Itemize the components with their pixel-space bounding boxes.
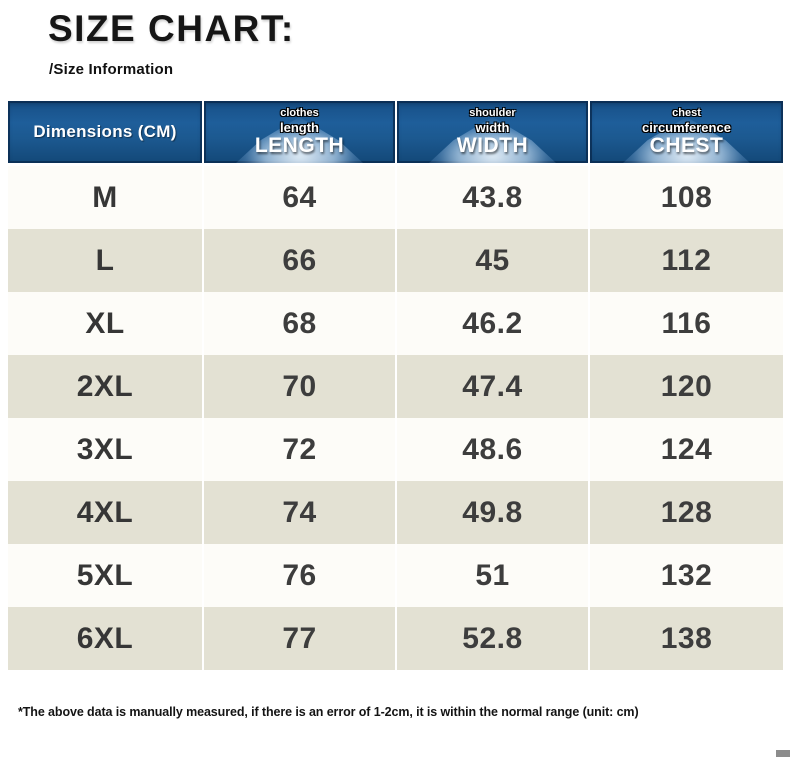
header-cell-dimensions: Dimensions (CM) xyxy=(8,101,202,163)
header-chest-main: CHEST xyxy=(649,134,724,157)
width-value: 51 xyxy=(475,558,510,592)
table-row: 2XL 70 47.4 120 xyxy=(8,355,783,418)
table-cell-width: 45 xyxy=(397,229,588,292)
table-cell-length: 77 xyxy=(204,607,395,670)
chest-value: 112 xyxy=(661,243,712,277)
table-cell-width: 51 xyxy=(397,544,588,607)
chest-value: 128 xyxy=(660,495,713,529)
table-cell-length: 70 xyxy=(204,355,395,418)
width-value: 43.8 xyxy=(462,180,523,214)
table-header-row: Dimensions (CM) clothes length LENGTH sh… xyxy=(8,101,783,163)
header-cell-length: clothes length LENGTH xyxy=(204,101,395,163)
size-label: 4XL xyxy=(76,495,134,529)
scrollbar-fragment xyxy=(776,750,790,757)
table-cell-length: 74 xyxy=(204,481,395,544)
size-label: 3XL xyxy=(76,432,134,466)
table-cell-size: L xyxy=(8,229,202,292)
length-value: 74 xyxy=(282,495,317,529)
chest-value: 108 xyxy=(660,180,713,214)
table-cell-width: 43.8 xyxy=(397,166,588,229)
table-row: L 66 45 112 xyxy=(8,229,783,292)
table-cell-length: 76 xyxy=(204,544,395,607)
size-label: 5XL xyxy=(76,558,134,592)
header-width-main: WIDTH xyxy=(456,134,529,157)
table-cell-chest: 120 xyxy=(590,355,783,418)
table-body: M 64 43.8 108 L 66 45 112 XL 68 46.2 116 2XL 70 47.4 12… xyxy=(8,166,783,670)
chest-value: 120 xyxy=(660,369,713,403)
length-value: 72 xyxy=(282,432,317,466)
table-cell-size: 6XL xyxy=(8,607,202,670)
table-cell-length: 64 xyxy=(204,166,395,229)
table-cell-size: XL xyxy=(8,292,202,355)
size-label: 6XL xyxy=(76,621,134,655)
table-cell-width: 49.8 xyxy=(397,481,588,544)
width-value: 47.4 xyxy=(462,369,523,403)
size-table: Dimensions (CM) clothes length LENGTH sh… xyxy=(8,101,783,670)
table-cell-width: 48.6 xyxy=(397,418,588,481)
header-width-sub1: shoulder xyxy=(469,107,516,119)
table-cell-chest: 108 xyxy=(590,166,783,229)
width-value: 46.2 xyxy=(462,306,523,340)
length-value: 68 xyxy=(282,306,317,340)
table-cell-length: 66 xyxy=(204,229,395,292)
length-value: 70 xyxy=(282,369,317,403)
size-label: M xyxy=(92,180,118,214)
header-chest-sub2: circumference xyxy=(642,120,731,135)
table-cell-chest: 116 xyxy=(590,292,783,355)
header-cell-width: shoulder width WIDTH xyxy=(397,101,588,163)
length-value: 66 xyxy=(282,243,317,277)
page-title: SIZE CHART: xyxy=(48,8,295,49)
table-row: XL 68 46.2 116 xyxy=(8,292,783,355)
size-label: L xyxy=(95,243,115,277)
table-cell-chest: 124 xyxy=(590,418,783,481)
length-value: 77 xyxy=(282,621,317,655)
width-value: 52.8 xyxy=(462,621,523,655)
table-row: M 64 43.8 108 xyxy=(8,166,783,229)
header-length-main: LENGTH xyxy=(254,134,345,157)
table-cell-chest: 132 xyxy=(590,544,783,607)
width-value: 48.6 xyxy=(462,432,523,466)
table-cell-size: M xyxy=(8,166,202,229)
width-value: 49.8 xyxy=(462,495,523,529)
table-cell-size: 2XL xyxy=(8,355,202,418)
size-label: XL xyxy=(85,306,125,340)
table-cell-size: 4XL xyxy=(8,481,202,544)
header-length-sub2: length xyxy=(280,120,319,135)
width-value: 45 xyxy=(475,243,510,277)
header-cell-chest: chest circumference CHEST xyxy=(590,101,783,163)
header-length-sub1: clothes xyxy=(280,107,319,119)
table-cell-chest: 128 xyxy=(590,481,783,544)
table-cell-length: 72 xyxy=(204,418,395,481)
length-value: 64 xyxy=(282,180,317,214)
table-row: 6XL 77 52.8 138 xyxy=(8,607,783,670)
table-cell-chest: 112 xyxy=(590,229,783,292)
length-value: 76 xyxy=(282,558,317,592)
header-dimensions-label: Dimensions (CM) xyxy=(33,122,177,141)
table-row: 3XL 72 48.6 124 xyxy=(8,418,783,481)
size-label: 2XL xyxy=(76,369,134,403)
table-cell-width: 47.4 xyxy=(397,355,588,418)
table-cell-size: 3XL xyxy=(8,418,202,481)
table-cell-size: 5XL xyxy=(8,544,202,607)
header-chest-sub1: chest xyxy=(672,107,701,119)
table-cell-width: 46.2 xyxy=(397,292,588,355)
table-row: 4XL 74 49.8 128 xyxy=(8,481,783,544)
table-row: 5XL 76 51 132 xyxy=(8,544,783,607)
header-width-sub2: width xyxy=(475,120,510,135)
table-cell-length: 68 xyxy=(204,292,395,355)
chest-value: 116 xyxy=(661,306,712,340)
chest-value: 138 xyxy=(660,621,713,655)
table-cell-width: 52.8 xyxy=(397,607,588,670)
table-cell-chest: 138 xyxy=(590,607,783,670)
chest-value: 124 xyxy=(660,432,713,466)
chest-value: 132 xyxy=(660,558,713,592)
measurement-disclaimer: *The above data is manually measured, if… xyxy=(18,705,639,719)
page-subtitle: /Size Information xyxy=(49,61,174,78)
